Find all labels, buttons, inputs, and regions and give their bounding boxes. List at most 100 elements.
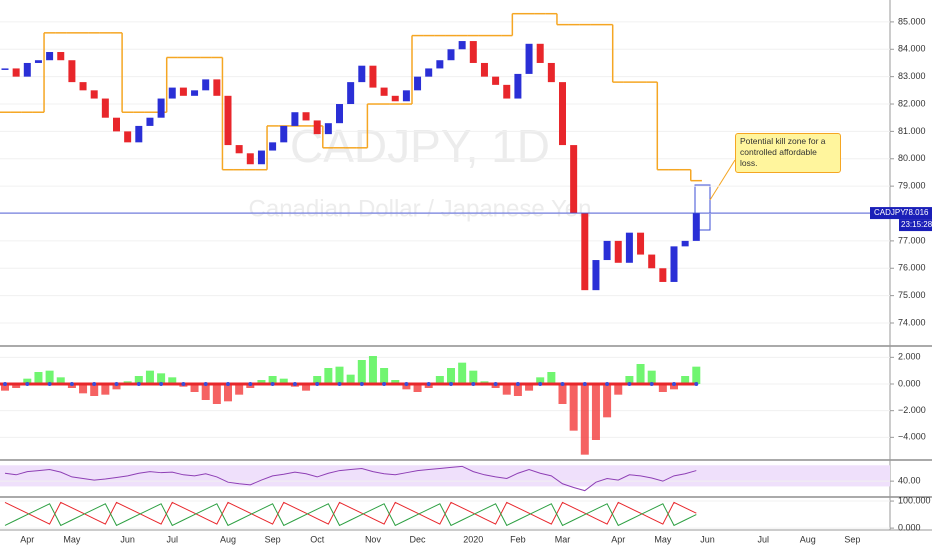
histogram-bar [614, 384, 623, 395]
histogram-bar [56, 377, 65, 384]
candle [514, 73, 522, 99]
candle [436, 60, 444, 69]
candle [113, 117, 120, 132]
histogram-bar [134, 376, 143, 384]
x-tick-label: Aug [800, 534, 816, 544]
candle [692, 213, 700, 241]
candle [625, 232, 633, 263]
histogram-bar [145, 370, 154, 384]
candle [525, 43, 533, 74]
y-tick-label: 75.000 [898, 290, 926, 300]
histogram-bar [469, 370, 478, 384]
candle [480, 62, 488, 77]
y-tick-label: 84.000 [898, 44, 926, 54]
candle [179, 87, 187, 96]
zero-dot [337, 382, 342, 386]
y-tick-label: 83.000 [898, 71, 926, 81]
zero-dot [582, 382, 587, 386]
histogram-bar [513, 384, 522, 396]
candle [12, 68, 20, 77]
histogram-bar [447, 368, 455, 384]
histogram-bar [346, 374, 355, 384]
histogram-bar [502, 384, 511, 395]
histogram-bar [257, 380, 266, 384]
y-tick-label: 79.000 [898, 181, 926, 191]
candle [336, 104, 343, 124]
zero-dot [493, 382, 498, 386]
zero-dot [515, 382, 520, 386]
histogram-bar [302, 384, 311, 391]
histogram-bar [380, 368, 389, 384]
candle [559, 82, 566, 146]
histogram-bar [368, 356, 377, 384]
countdown-tag [899, 219, 932, 232]
candle [458, 41, 466, 50]
candle [79, 82, 87, 91]
histogram-bar [12, 384, 21, 388]
zero-dot [159, 382, 164, 386]
y-tick-label: −4.000 [898, 432, 926, 442]
candle [614, 240, 622, 263]
y-tick-label: 81.000 [898, 126, 926, 136]
histogram-bar [168, 377, 177, 384]
histogram-bar [402, 384, 411, 390]
candle [637, 232, 645, 255]
zero-dot [292, 382, 297, 386]
x-tick-label: Nov [365, 534, 382, 544]
y-tick-label: 80.000 [898, 153, 926, 163]
histogram-bar [413, 384, 422, 392]
x-tick-label: Aug [220, 534, 236, 544]
histogram-bar [45, 370, 54, 384]
histogram-bar [625, 376, 634, 384]
candle [324, 123, 332, 135]
histogram-bar [692, 366, 701, 384]
price-tag-symbol: CADJPY [874, 208, 906, 217]
zero-dot [538, 382, 543, 386]
candle [302, 112, 310, 121]
zero-dot [69, 382, 74, 386]
candle [213, 79, 221, 96]
candle [23, 62, 31, 77]
histogram-bar [235, 384, 244, 395]
candle [570, 145, 578, 214]
x-tick-label: Mar [555, 534, 571, 544]
histogram-bar [536, 377, 545, 384]
zero-dot [203, 382, 208, 386]
x-tick-label: Jun [120, 534, 135, 544]
histogram-bar [681, 376, 690, 384]
histogram-bar [636, 364, 645, 384]
indicator-line [4, 503, 697, 527]
histogram-bar [324, 368, 333, 384]
candle [380, 87, 388, 96]
callout-pointer [709, 159, 736, 201]
y-tick-label: 77.000 [898, 235, 926, 245]
candle [135, 125, 143, 143]
candle [68, 60, 76, 83]
zero-dot [694, 382, 699, 386]
candle [547, 62, 555, 83]
histogram-bar [658, 384, 667, 392]
histogram-bar [201, 384, 210, 400]
zero-dot [627, 382, 632, 386]
zero-dot [315, 382, 320, 386]
candle [414, 76, 422, 91]
x-tick-label: Apr [611, 534, 625, 544]
histogram-bar [313, 376, 322, 384]
histogram-bar [547, 372, 556, 384]
kill-zone-box [694, 184, 711, 231]
histogram-bar [391, 380, 400, 384]
candle [358, 65, 366, 83]
candle [168, 87, 176, 99]
x-tick-label: May [63, 534, 81, 544]
candle [235, 145, 243, 154]
zero-dot [114, 382, 119, 386]
y-tick-label: 85.000 [898, 16, 926, 26]
zero-dot [226, 382, 230, 386]
zero-dot [426, 382, 431, 386]
zero-dot [560, 382, 565, 386]
candle [681, 240, 689, 247]
candle [224, 95, 232, 146]
zero-dot [382, 382, 387, 386]
candle [157, 98, 165, 118]
histogram-bar [23, 378, 32, 384]
